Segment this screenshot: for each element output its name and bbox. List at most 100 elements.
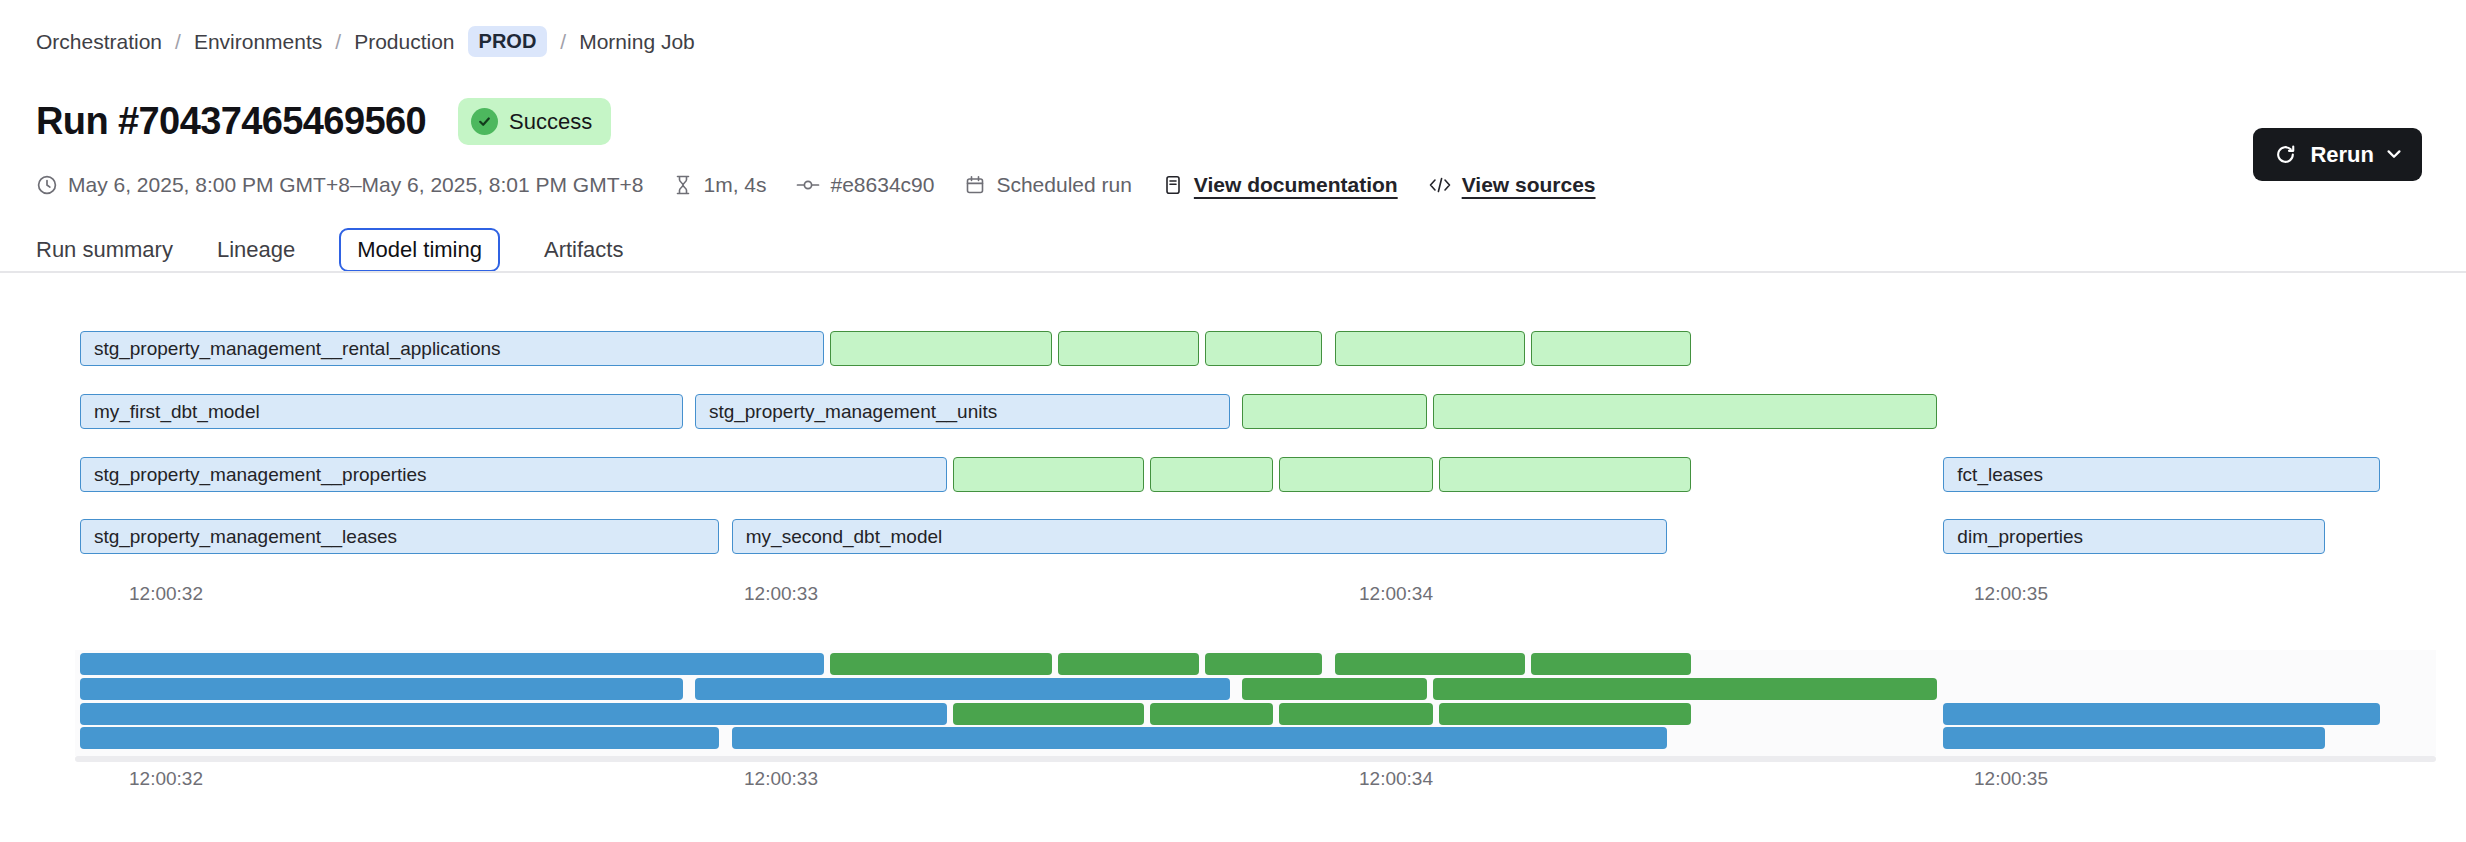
navigator-bar <box>1433 678 1937 700</box>
gantt-bar-label: dim_properties <box>1957 526 2083 548</box>
time-axis-label: 12:00:35 <box>1974 583 2048 605</box>
time-axis: 12:00:32 12:00:33 12:00:34 12:00:35 <box>0 583 2466 607</box>
rerun-label: Rerun <box>2310 142 2374 168</box>
breadcrumb: Orchestration / Environments / Productio… <box>36 26 695 57</box>
view-sources-text[interactable]: View sources <box>1462 173 1596 197</box>
navigator-bar <box>732 727 1667 749</box>
title-row: Run #70437465469560 Success <box>36 98 611 145</box>
clock-icon <box>36 174 58 196</box>
tab-artifacts[interactable]: Artifacts <box>544 237 623 263</box>
run-metadata: May 6, 2025, 8:00 PM GMT+8–May 6, 2025, … <box>36 173 1596 197</box>
check-icon <box>471 108 498 135</box>
navigator-bar <box>1439 703 1691 725</box>
breadcrumb-separator: / <box>560 30 566 54</box>
run-trigger: Scheduled run <box>964 173 1131 197</box>
gantt-bar[interactable] <box>1150 457 1273 492</box>
gantt-bar[interactable] <box>1205 331 1322 366</box>
status-badge-success: Success <box>458 98 611 145</box>
time-axis-label: 12:00:32 <box>129 768 203 790</box>
tab-run-summary[interactable]: Run summary <box>36 237 173 263</box>
time-axis-label: 12:00:34 <box>1359 768 1433 790</box>
navigator-bar <box>830 653 1051 675</box>
gantt-bar[interactable] <box>1058 331 1199 366</box>
documentation-icon <box>1162 174 1184 196</box>
navigator-bar <box>1205 653 1322 675</box>
breadcrumb-production[interactable]: Production <box>354 30 454 54</box>
commit-icon <box>796 174 820 196</box>
view-documentation-link[interactable]: View documentation <box>1162 173 1398 197</box>
breadcrumb-separator: / <box>335 30 341 54</box>
navigator-bar <box>1150 703 1273 725</box>
commit-hash: #e8634c90 <box>796 173 934 197</box>
time-axis-label: 12:00:32 <box>129 583 203 605</box>
status-label: Success <box>509 109 592 135</box>
gantt-bar-stg_property_management__properties[interactable]: stg_property_management__properties <box>80 457 947 492</box>
navigator-bar <box>1279 703 1433 725</box>
gantt-bar-stg_property_management__rental_applications[interactable]: stg_property_management__rental_applicat… <box>80 331 824 366</box>
breadcrumb-separator: / <box>175 30 181 54</box>
refresh-icon <box>2274 143 2297 166</box>
hourglass-icon <box>673 174 693 196</box>
gantt-bar[interactable] <box>953 457 1144 492</box>
navigator-time-axis: 12:00:32 12:00:33 12:00:34 12:00:35 <box>0 768 2466 792</box>
chevron-down-icon[interactable] <box>2387 150 2401 159</box>
gantt-bar-label: stg_property_management__units <box>709 401 997 423</box>
breadcrumb-morning-job[interactable]: Morning Job <box>579 30 695 54</box>
gantt-bar-dim_properties[interactable]: dim_properties <box>1943 519 2324 554</box>
tabs-divider <box>0 271 2466 273</box>
run-trigger-text: Scheduled run <box>996 173 1131 197</box>
gantt-bar-label: my_second_dbt_model <box>746 526 942 548</box>
view-sources-link[interactable]: View sources <box>1428 173 1596 197</box>
time-axis-label: 12:00:33 <box>744 583 818 605</box>
navigator-bar <box>695 678 1230 700</box>
gantt-bar-fct_leases[interactable]: fct_leases <box>1943 457 2380 492</box>
run-page: Orchestration / Environments / Productio… <box>0 0 2466 842</box>
code-icon <box>1428 175 1452 195</box>
gantt-bar-stg_property_management__leases[interactable]: stg_property_management__leases <box>80 519 720 554</box>
gantt-bar[interactable] <box>1439 457 1691 492</box>
gantt-bar-label: stg_property_management__leases <box>94 526 397 548</box>
time-axis-label: 12:00:35 <box>1974 768 2048 790</box>
run-time-range: May 6, 2025, 8:00 PM GMT+8–May 6, 2025, … <box>36 173 643 197</box>
tab-model-timing[interactable]: Model timing <box>339 228 500 272</box>
gantt-bar-my_second_dbt_model[interactable]: my_second_dbt_model <box>732 519 1667 554</box>
navigator-bar <box>1531 653 1691 675</box>
navigator-scrollbar[interactable] <box>75 756 2436 762</box>
rerun-button[interactable]: Rerun <box>2253 128 2422 181</box>
page-title: Run #70437465469560 <box>36 100 426 143</box>
gantt-bar[interactable] <box>830 331 1051 366</box>
view-documentation-text[interactable]: View documentation <box>1194 173 1398 197</box>
gantt-bar-label: stg_property_management__rental_applicat… <box>94 338 501 360</box>
navigator-bar <box>80 703 947 725</box>
calendar-icon <box>964 174 986 196</box>
time-axis-label: 12:00:34 <box>1359 583 1433 605</box>
gantt-bar-my_first_dbt_model[interactable]: my_first_dbt_model <box>80 394 683 429</box>
run-duration: 1m, 4s <box>673 173 766 197</box>
navigator-bar <box>1058 653 1199 675</box>
run-tabs: Run summary Lineage Model timing Artifac… <box>36 228 623 272</box>
gantt-bar-label: my_first_dbt_model <box>94 401 260 423</box>
navigator-bar <box>1943 727 2324 749</box>
gantt-bar[interactable] <box>1335 331 1526 366</box>
gantt-bar[interactable] <box>1279 457 1433 492</box>
gantt-bar-stg_property_management__units[interactable]: stg_property_management__units <box>695 394 1230 429</box>
navigator-bar <box>1943 703 2380 725</box>
gantt-bar-label: stg_property_management__properties <box>94 464 427 486</box>
env-badge-prod: PROD <box>468 26 548 57</box>
commit-hash-text: #e8634c90 <box>830 173 934 197</box>
run-duration-text: 1m, 4s <box>703 173 766 197</box>
breadcrumb-orchestration[interactable]: Orchestration <box>36 30 162 54</box>
run-time-range-text: May 6, 2025, 8:00 PM GMT+8–May 6, 2025, … <box>68 173 643 197</box>
navigator-bar <box>1335 653 1526 675</box>
navigator-bar <box>80 678 683 700</box>
gantt-bar[interactable] <box>1433 394 1937 429</box>
time-axis-label: 12:00:33 <box>744 768 818 790</box>
gantt-bar[interactable] <box>1531 331 1691 366</box>
navigator-bar <box>1242 678 1427 700</box>
gantt-bar[interactable] <box>1242 394 1427 429</box>
gantt-bar-label: fct_leases <box>1957 464 2043 486</box>
tab-lineage[interactable]: Lineage <box>217 237 295 263</box>
navigator-bar <box>953 703 1144 725</box>
navigator-bar <box>80 653 824 675</box>
breadcrumb-environments[interactable]: Environments <box>194 30 322 54</box>
